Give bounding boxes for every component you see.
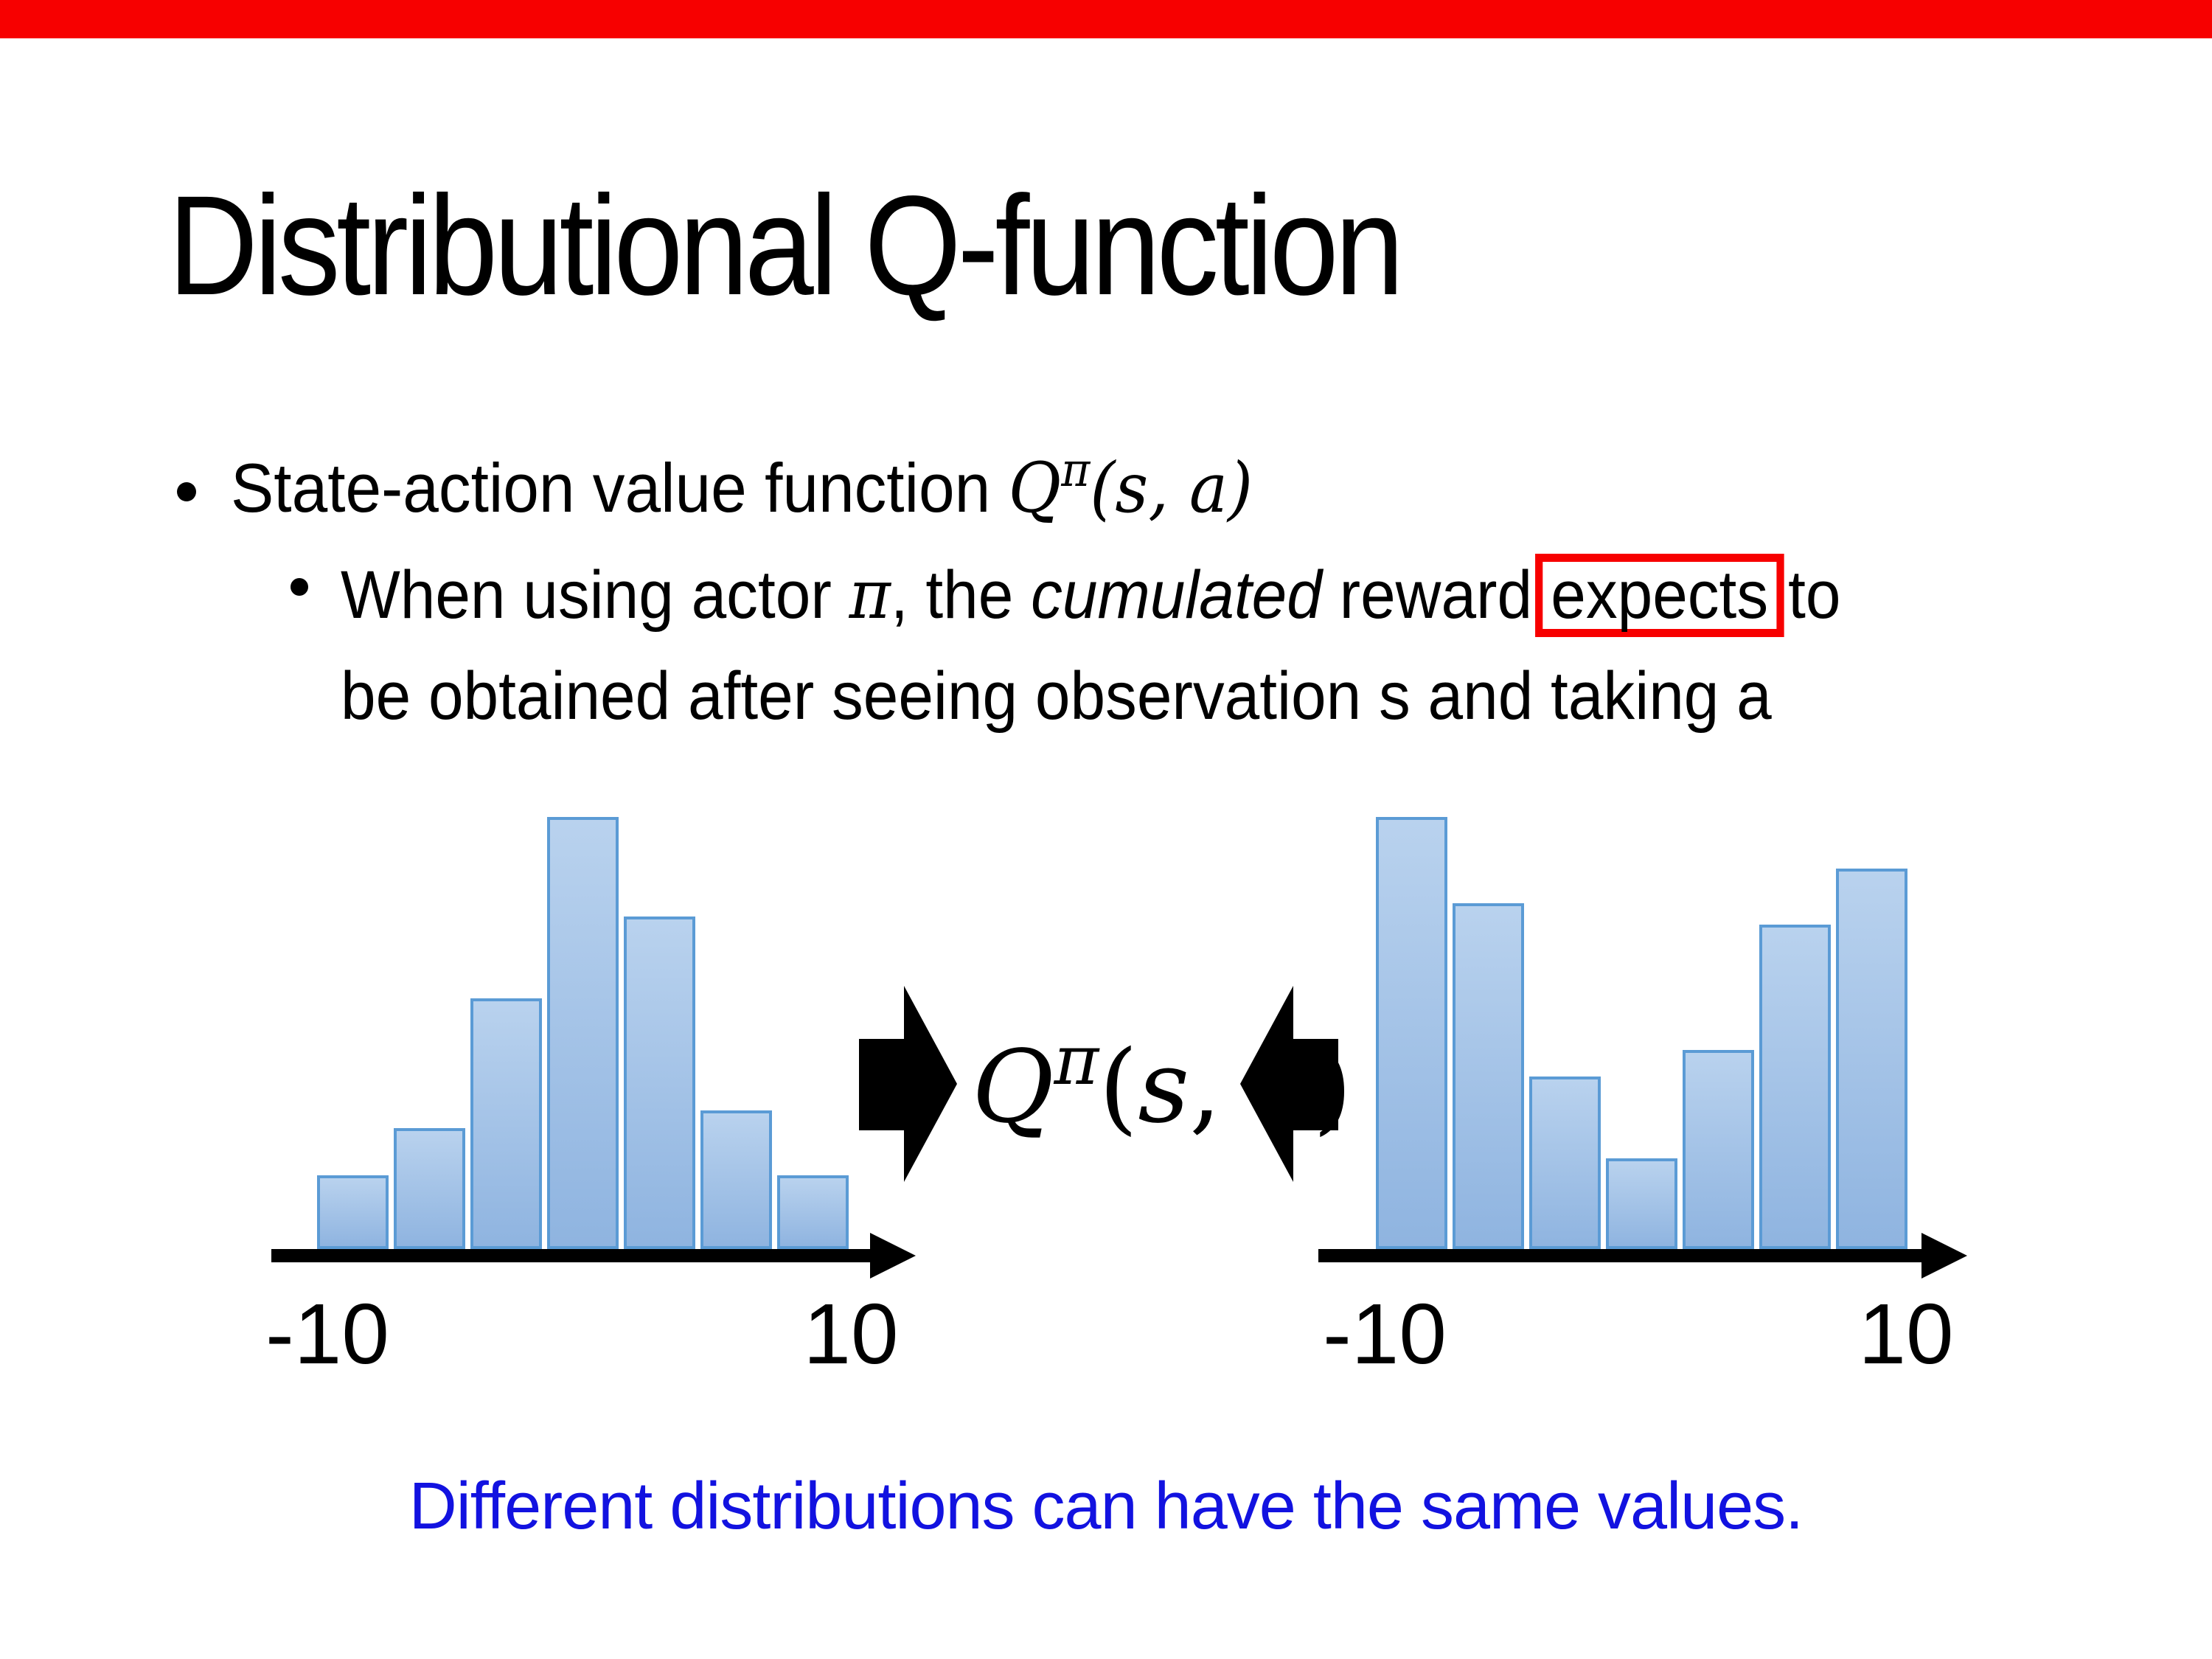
histogram-bar bbox=[1606, 1158, 1677, 1249]
x-axis-left bbox=[271, 1249, 870, 1262]
math-open-paren: ( bbox=[1090, 448, 1116, 529]
sub-text-2: , the bbox=[890, 557, 1032, 633]
block-arrow-right-icon bbox=[859, 986, 957, 1182]
math-close-paren: ) bbox=[1228, 448, 1253, 529]
bullet-dot-level2 bbox=[291, 578, 308, 596]
bullet-level1: State-action value function Qπ(s, a) bbox=[231, 443, 1253, 529]
x-axis-right-arrowhead-icon bbox=[1921, 1233, 1967, 1279]
sub-text-3: reward bbox=[1321, 557, 1533, 633]
slide-title: Distributional Q-function bbox=[168, 166, 1404, 324]
histogram-bar bbox=[317, 1175, 389, 1249]
boxed-word: expects bbox=[1551, 557, 1769, 633]
sub-bullet-line1: When using actor π, the cumulated reward… bbox=[341, 544, 1840, 646]
math-Q: Q bbox=[1008, 448, 1062, 529]
axis-label-left-max: 10 bbox=[803, 1286, 899, 1382]
histogram-bar bbox=[624, 917, 695, 1249]
math-pi-sup: π bbox=[1061, 442, 1091, 498]
block-arrow-left-icon bbox=[1240, 986, 1338, 1182]
sub-text-1: When using actor bbox=[341, 557, 849, 633]
histogram-bar bbox=[700, 1110, 772, 1249]
histogram-bar bbox=[1759, 925, 1831, 1249]
axis-label-right-max: 10 bbox=[1858, 1286, 1954, 1382]
sub-bullet-line2: be obtained after seeing observation s a… bbox=[341, 658, 1772, 734]
math-comma: , bbox=[1189, 1029, 1253, 1146]
histogram-left bbox=[317, 816, 855, 1249]
histogram-bar bbox=[470, 998, 542, 1249]
histogram-bar bbox=[1529, 1077, 1601, 1249]
bullet-dot-level1 bbox=[177, 482, 196, 501]
histogram-bar bbox=[777, 1175, 849, 1249]
histogram-bar bbox=[394, 1128, 465, 1249]
math-pi: π bbox=[849, 555, 891, 634]
histogram-bar bbox=[1376, 817, 1447, 1249]
bottom-caption: Different distributions can have the sam… bbox=[408, 1470, 1804, 1543]
histogram-bar bbox=[1836, 869, 1907, 1249]
bullet1-text: State-action value function bbox=[231, 449, 1009, 526]
top-red-bar bbox=[0, 0, 2212, 38]
math-s: s bbox=[1138, 1029, 1190, 1146]
math-comma: , bbox=[1148, 448, 1189, 529]
histogram-bar bbox=[1453, 903, 1524, 1249]
sub-text-4: to bbox=[1788, 557, 1841, 633]
italic-word: cumulated bbox=[1031, 557, 1322, 633]
histogram-bar bbox=[1683, 1050, 1754, 1249]
bullet-level2: When using actor π, the cumulated reward… bbox=[341, 544, 1840, 747]
math-pi-sup: π bbox=[1054, 1020, 1099, 1101]
axis-label-right-min: -10 bbox=[1323, 1286, 1447, 1382]
histogram-bar bbox=[547, 817, 619, 1249]
red-highlight-box: expects bbox=[1534, 554, 1784, 638]
x-axis-right bbox=[1318, 1249, 1921, 1262]
math-open-paren: ( bbox=[1099, 1029, 1138, 1146]
axis-label-left-min: -10 bbox=[265, 1286, 389, 1382]
math-Q: Q bbox=[972, 1029, 1054, 1146]
x-axis-left-arrowhead-icon bbox=[870, 1233, 916, 1279]
math-s: s bbox=[1115, 448, 1149, 529]
math-a: a bbox=[1189, 448, 1228, 529]
histogram-right bbox=[1376, 816, 1913, 1249]
